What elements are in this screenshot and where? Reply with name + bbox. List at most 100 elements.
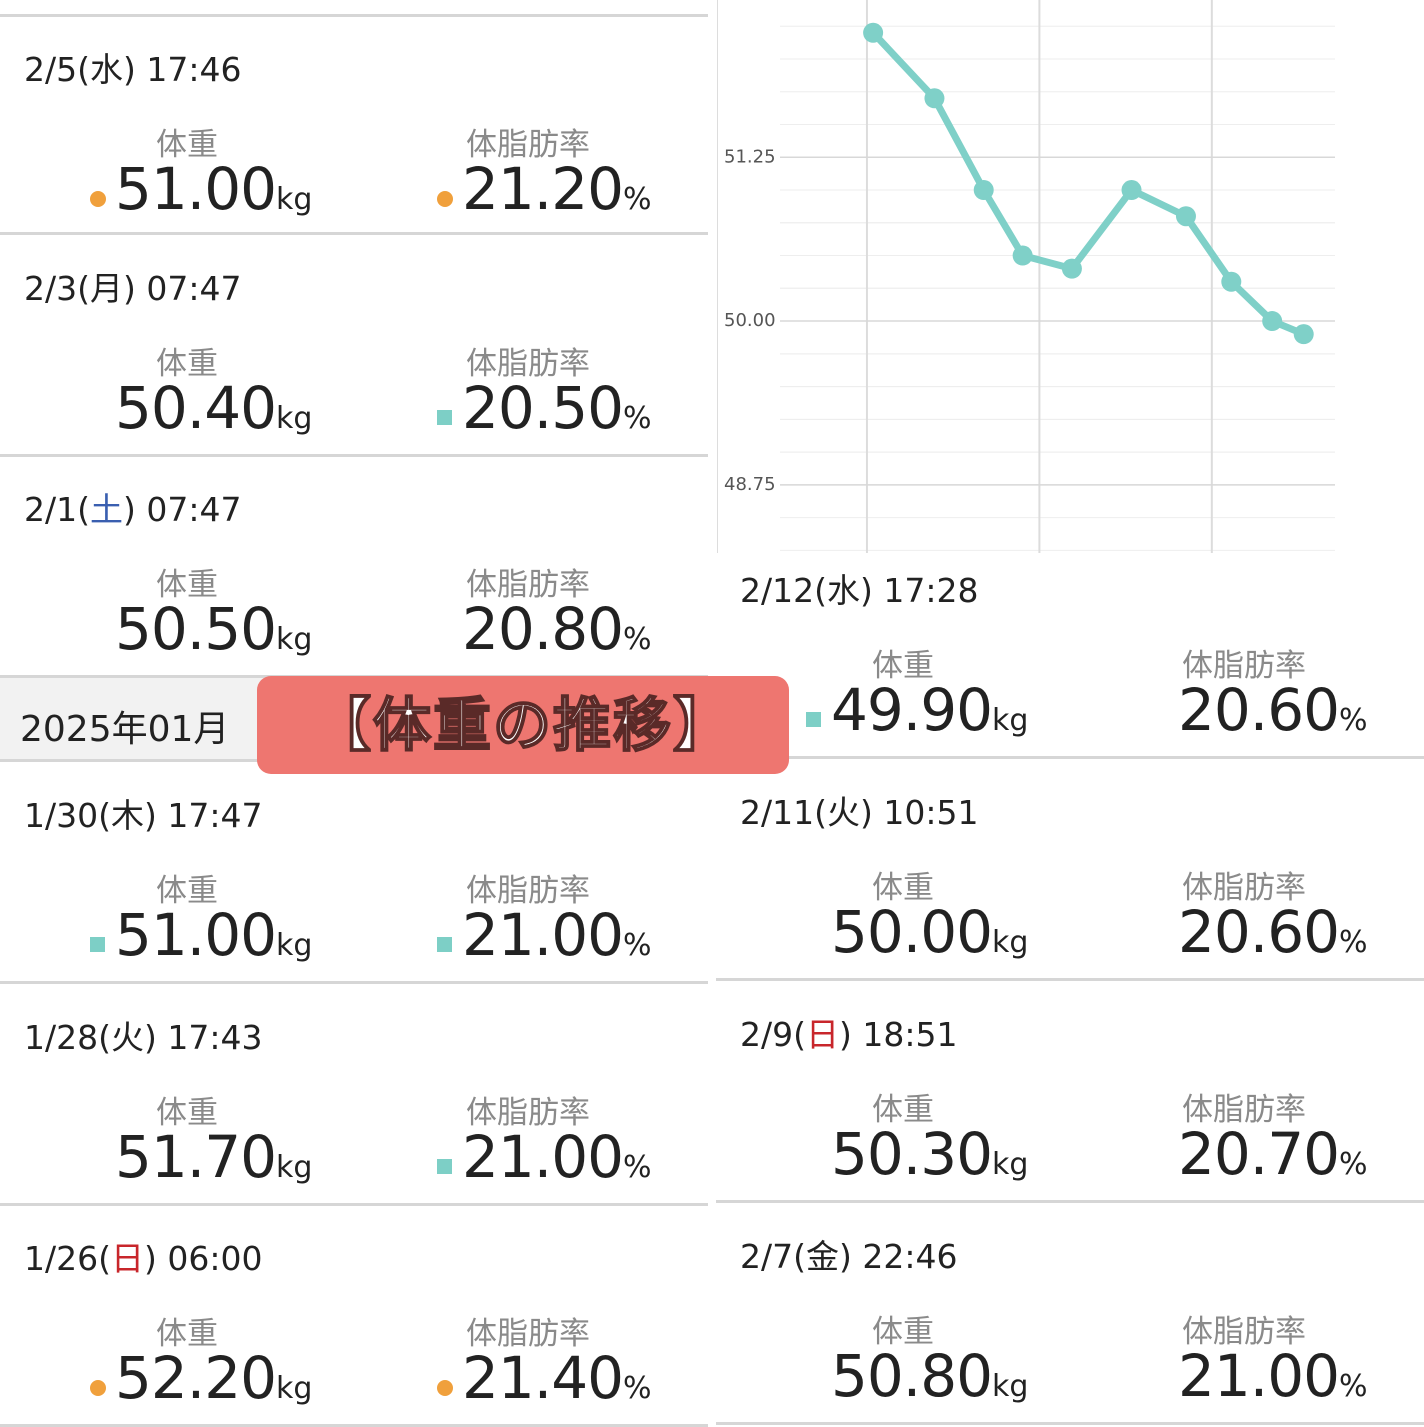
weight-value: 52.20kg — [115, 1344, 312, 1412]
weight-label: 体重 — [872, 870, 934, 906]
date-text: 2/9( — [740, 1015, 806, 1054]
fat-unit: % — [1339, 925, 1368, 960]
fat-number: 20.80 — [462, 595, 624, 663]
weekday: 日 — [110, 1239, 144, 1278]
fat-value: 20.50% — [462, 374, 652, 442]
point — [1293, 324, 1314, 345]
fat-value: 20.60% — [1178, 898, 1368, 966]
fat-label: 体脂肪率 — [1182, 648, 1306, 684]
point — [1221, 271, 1242, 292]
date-text: 2/12( — [740, 571, 827, 610]
point — [924, 88, 945, 109]
entry-date: 1/28(火) 17:43 — [24, 1011, 262, 1059]
fat-label: 体脂肪率 — [1182, 870, 1306, 906]
entry-row: 2/7(金) 22:46 体重 50.80kg 体脂肪率 21.00% — [716, 1204, 1424, 1425]
fat-label: 体脂肪率 — [466, 1095, 590, 1131]
entry-date: 2/3(月) 07:47 — [24, 262, 241, 310]
point — [1121, 180, 1142, 201]
weight-number: 51.00 — [115, 901, 277, 969]
weekday: 水 — [89, 50, 123, 89]
fat-value: 21.20% — [462, 155, 652, 223]
fat-number: 20.70 — [1178, 1120, 1340, 1188]
fat-label: 体脂肪率 — [1182, 1092, 1306, 1128]
point — [1012, 245, 1033, 266]
weight-label: 体重 — [156, 127, 218, 163]
fat-value: 20.70% — [1178, 1120, 1368, 1188]
weekday: 日 — [805, 1015, 839, 1054]
date-text: 1/30( — [24, 796, 111, 835]
entry-row: 2/1(土) 07:47 体重 50.50kg 体脂肪率 20.80% — [0, 457, 708, 678]
month-label: 2025年01月 — [20, 709, 230, 750]
weight-marker — [90, 191, 106, 207]
fat-marker — [437, 937, 452, 952]
fat-unit: % — [623, 1371, 652, 1406]
weight-label: 体重 — [872, 1092, 934, 1128]
fat-number: 21.00 — [462, 1123, 624, 1191]
time-text: ) 06:00 — [143, 1239, 263, 1278]
fat-label: 体脂肪率 — [466, 873, 590, 909]
fat-label: 体脂肪率 — [466, 567, 590, 603]
time-text: ) 07:47 — [122, 269, 242, 308]
time-text: ) 22:46 — [838, 1237, 958, 1276]
weight-unit: kg — [276, 182, 313, 217]
entry-date: 2/5(水) 17:46 — [24, 43, 241, 91]
weight-unit: kg — [992, 703, 1029, 738]
weight-number: 49.90 — [831, 676, 993, 744]
weight-label: 体重 — [872, 1314, 934, 1350]
time-text: ) 07:47 — [122, 490, 242, 529]
entry-row: 1/28(火) 17:43 体重 51.70kg 体脂肪率 21.00% — [0, 985, 708, 1206]
weight-label: 体重 — [156, 567, 218, 603]
weight-value: 50.30kg — [831, 1120, 1028, 1188]
fat-unit: % — [1339, 1369, 1368, 1404]
fat-value: 21.40% — [462, 1344, 652, 1412]
date-text: 1/26( — [24, 1239, 111, 1278]
point — [1262, 311, 1283, 332]
entry-date: 2/7(金) 22:46 — [740, 1230, 957, 1278]
time-text: ) 18:51 — [838, 1015, 958, 1054]
fat-number: 20.50 — [462, 374, 624, 442]
weight-value: 50.80kg — [831, 1342, 1028, 1410]
weight-number: 51.00 — [115, 155, 277, 223]
weight-unit: kg — [992, 925, 1029, 960]
fat-unit: % — [623, 182, 652, 217]
weight-number: 50.30 — [831, 1120, 993, 1188]
time-text: ) 17:28 — [859, 571, 979, 610]
weight-number: 52.20 — [115, 1344, 277, 1412]
point — [1061, 258, 1082, 279]
fat-label: 体脂肪率 — [466, 1316, 590, 1352]
fat-value: 21.00% — [462, 1123, 652, 1191]
weight-value: 50.50kg — [115, 595, 312, 663]
fat-value: 21.00% — [462, 901, 652, 969]
entry-date: 2/1(土) 07:47 — [24, 483, 241, 531]
entry-date: 1/26(日) 06:00 — [24, 1232, 262, 1280]
weekday: 土 — [89, 490, 123, 529]
fat-unit: % — [623, 401, 652, 436]
fat-marker — [437, 1380, 453, 1396]
fat-number: 21.00 — [1178, 1342, 1340, 1410]
fat-marker — [437, 1159, 452, 1174]
weight-label: 体重 — [156, 346, 218, 382]
fat-label: 体脂肪率 — [466, 127, 590, 163]
point — [863, 22, 884, 43]
weight-label: 体重 — [872, 648, 934, 684]
weight-unit: kg — [992, 1147, 1029, 1182]
fat-value: 20.60% — [1178, 676, 1368, 744]
weight-number: 50.50 — [115, 595, 277, 663]
chart: 48.75 50.00 51.25 — [717, 0, 1335, 553]
date-text: 2/11( — [740, 793, 827, 832]
fat-label: 体脂肪率 — [466, 346, 590, 382]
entry-row: 1/30(木) 17:47 体重 51.00kg 体脂肪率 21.00% — [0, 763, 708, 984]
weight-number: 51.70 — [115, 1123, 277, 1191]
y-tick-label: 51.25 — [724, 146, 776, 167]
fat-unit: % — [1339, 1147, 1368, 1182]
entry-date: 1/30(木) 17:47 — [24, 789, 262, 837]
time-text: ) 10:51 — [859, 793, 979, 832]
weekday: 火 — [110, 1018, 144, 1057]
weight-number: 50.00 — [831, 898, 993, 966]
time-text: ) 17:43 — [143, 1018, 263, 1057]
fat-number: 20.60 — [1178, 676, 1340, 744]
line — [870, 30, 1306, 338]
weight-unit: kg — [276, 1371, 313, 1406]
date-text: 1/28( — [24, 1018, 111, 1057]
weight-number: 50.80 — [831, 1342, 993, 1410]
